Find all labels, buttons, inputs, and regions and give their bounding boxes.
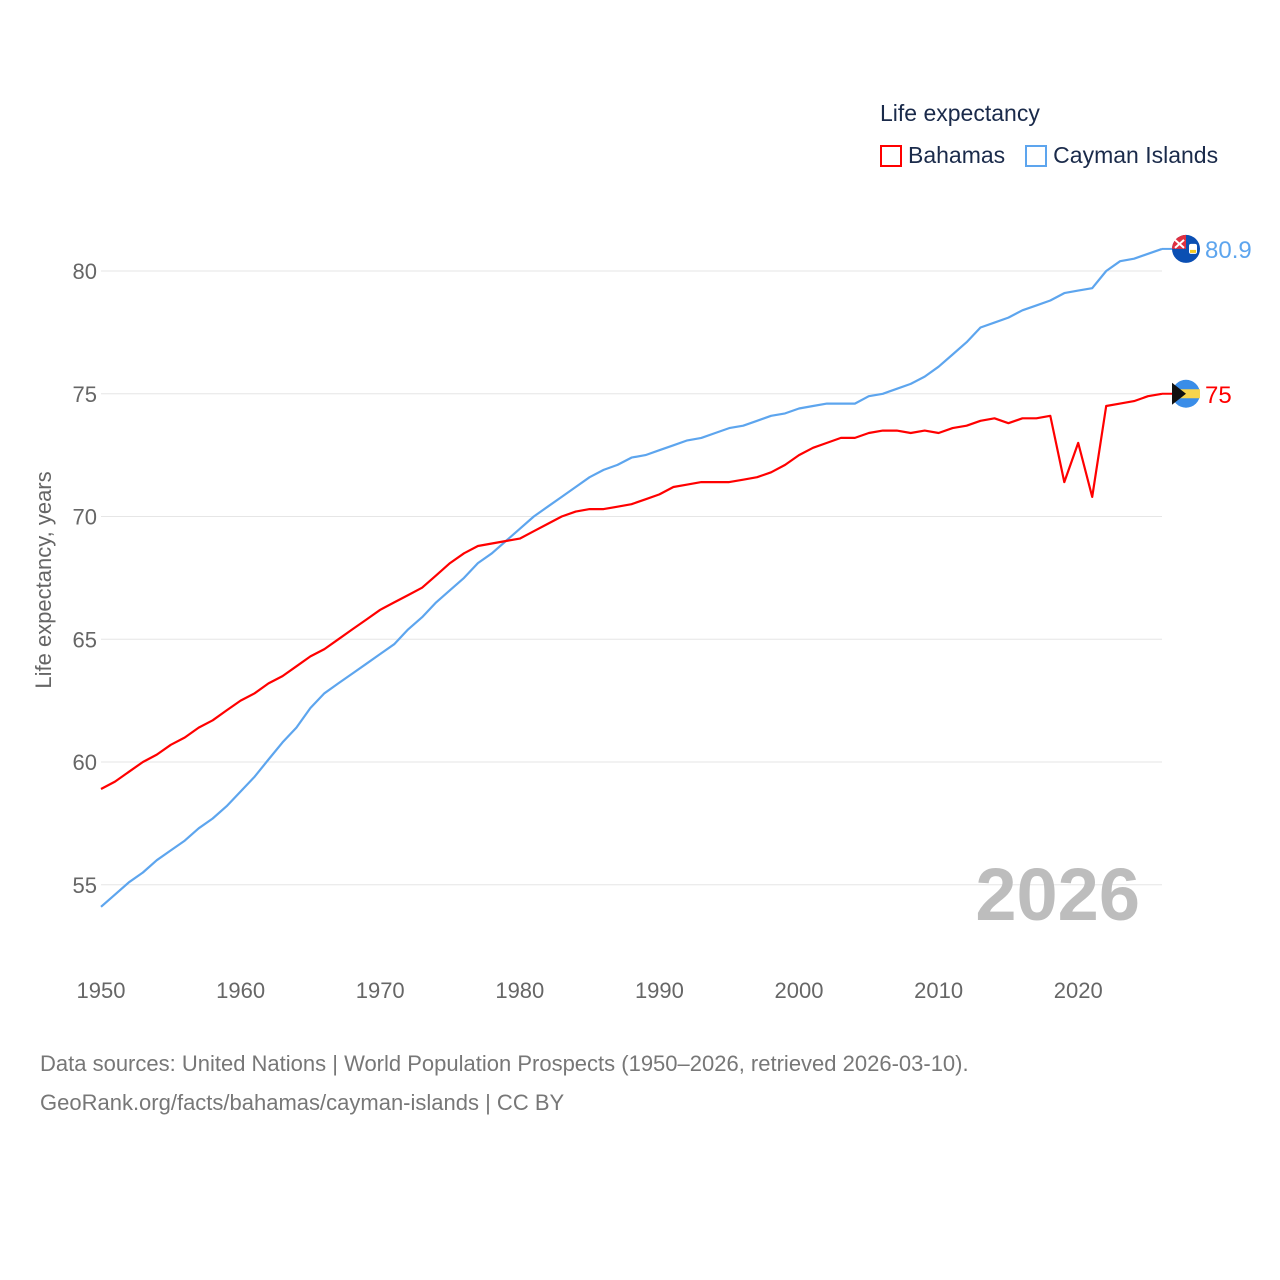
y-tick-label: 65 (73, 627, 97, 652)
y-axis-label: Life expectancy, years (31, 471, 56, 688)
end-value-label: 80.9 (1205, 237, 1252, 264)
x-tick-label: 1950 (77, 978, 126, 1003)
x-tick-label: 1990 (635, 978, 684, 1003)
x-tick-label: 2000 (775, 978, 824, 1003)
flag-cross (1174, 239, 1185, 249)
y-tick-label: 70 (73, 505, 97, 530)
legend-swatch-bahamas (880, 144, 902, 167)
legend-label: Cayman Islands (1053, 142, 1219, 168)
flag-triangle (1172, 382, 1186, 405)
legend: Bahamas Cayman Islands (880, 142, 1238, 169)
y-tick-label: 60 (73, 750, 97, 775)
source-line-2[interactable]: GeoRank.org/facts/bahamas/cayman-islands… (40, 1090, 565, 1115)
source-note: Data sources: United Nations | World Pop… (40, 1044, 969, 1122)
x-tick-label: 2010 (914, 978, 963, 1003)
source-line-1: Data sources: United Nations | World Pop… (40, 1051, 969, 1076)
y-tick-label: 55 (73, 873, 97, 898)
y-tick-label: 75 (73, 382, 97, 407)
watermark-year: 2026 (975, 853, 1140, 936)
x-tick-label: 2020 (1054, 978, 1103, 1003)
legend-item-bahamas[interactable]: Bahamas (880, 142, 1005, 169)
y-tick-label: 80 (73, 259, 97, 284)
x-tick-label: 1960 (216, 978, 265, 1003)
flag-crest-band (1190, 249, 1196, 253)
end-value-label: 75 (1205, 382, 1232, 409)
bahamas-flag-icon (1172, 379, 1200, 408)
x-tick-label: 1980 (495, 978, 544, 1003)
series-line-bahamas (100, 392, 1163, 790)
x-tick-label: 1970 (356, 978, 405, 1003)
legend-item-cayman-islands[interactable]: Cayman Islands (1025, 142, 1218, 169)
cayman-islands-flag-icon (1172, 234, 1200, 263)
legend-title: Life expectancy (880, 100, 1040, 126)
series-line-cayman-islands (100, 247, 1163, 908)
legend-swatch-cayman-islands (1025, 144, 1048, 167)
legend-label: Bahamas (908, 142, 1006, 168)
